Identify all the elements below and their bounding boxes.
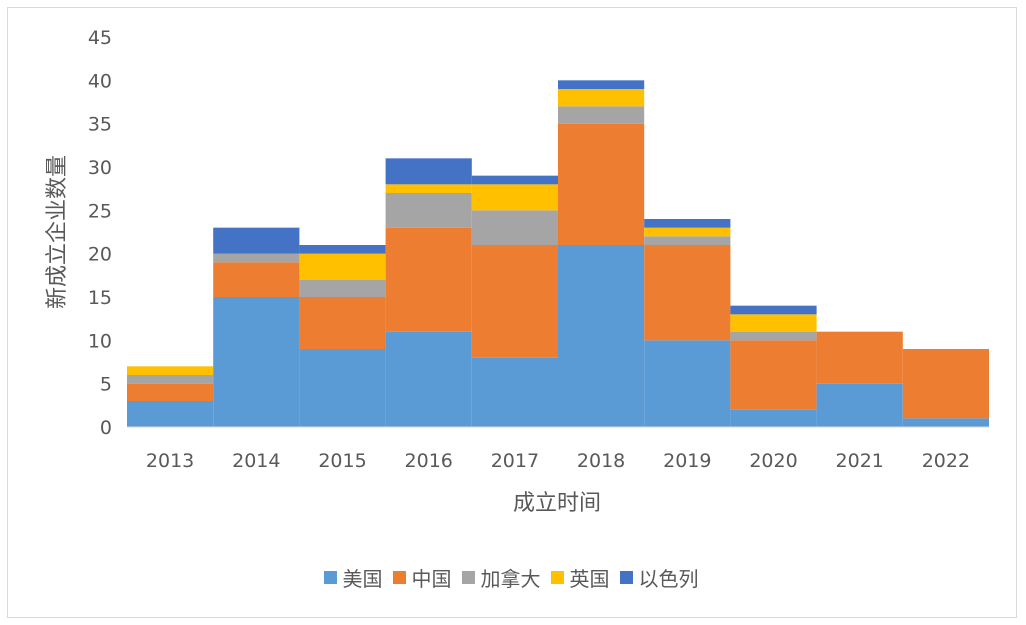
bar-segment-2018-3 xyxy=(558,89,645,107)
bar-segment-2018-2 xyxy=(558,106,645,124)
legend-label: 加拿大 xyxy=(480,567,541,591)
legend-item: 以色列 xyxy=(619,563,699,592)
bar-segment-2021-1 xyxy=(816,331,903,384)
bar-segment-2013-1 xyxy=(127,383,214,401)
y-tick-label: 35 xyxy=(88,114,112,136)
x-tick-label: 2019 xyxy=(663,450,711,472)
bar-segment-2016-3 xyxy=(385,184,472,193)
bar-segment-2017-1 xyxy=(471,245,558,358)
bars-layer xyxy=(127,80,989,427)
bar-segment-2014-4 xyxy=(213,227,300,254)
bar-segment-2016-4 xyxy=(385,158,472,185)
bar-segment-2015-0 xyxy=(299,349,386,427)
legend-swatch xyxy=(392,571,406,584)
bar-segment-2019-2 xyxy=(644,236,731,245)
legend-swatch xyxy=(461,571,475,584)
y-axis-title: 新成立企业数量 xyxy=(45,155,70,309)
bar-segment-2013-0 xyxy=(127,401,214,427)
x-tick-label: 2022 xyxy=(922,450,970,472)
bar-segment-2017-4 xyxy=(471,175,558,185)
bar-segment-2017-0 xyxy=(471,357,558,427)
legend-label: 英国 xyxy=(569,567,610,591)
bar-segment-2016-1 xyxy=(385,227,472,332)
bar-segment-2022-0 xyxy=(902,418,989,427)
legend: 美国 中国 加拿大 英国 以色列 xyxy=(0,563,1026,592)
legend-label: 以色列 xyxy=(638,567,699,591)
y-tick-label: 25 xyxy=(88,200,112,222)
bar-segment-2019-1 xyxy=(644,245,731,341)
x-tick-label: 2013 xyxy=(146,450,194,472)
x-axis-title: 成立时间 xyxy=(513,491,601,516)
y-tick-label: 45 xyxy=(88,27,112,49)
bar-segment-2015-4 xyxy=(299,245,386,254)
y-tick-label: 10 xyxy=(88,330,112,352)
legend-item: 英国 xyxy=(550,563,610,592)
bar-segment-2017-2 xyxy=(471,210,558,245)
x-tick-label: 2020 xyxy=(749,450,797,472)
x-tick-label: 2015 xyxy=(318,450,366,472)
bar-segment-2016-0 xyxy=(385,331,472,427)
x-tick-label: 2017 xyxy=(491,450,539,472)
legend-swatch xyxy=(323,571,337,584)
bar-segment-2019-4 xyxy=(644,219,731,228)
y-tick-label: 40 xyxy=(88,70,112,92)
y-tick-label: 30 xyxy=(88,157,112,179)
bar-segment-2020-2 xyxy=(730,331,817,341)
y-tick-label: 5 xyxy=(100,374,112,396)
bar-segment-2016-2 xyxy=(385,193,472,228)
bar-segment-2019-3 xyxy=(644,227,731,237)
bar-segment-2014-1 xyxy=(213,262,300,297)
x-tick-label: 2014 xyxy=(232,450,280,472)
bar-segment-2014-2 xyxy=(213,253,300,263)
bar-segment-2020-3 xyxy=(730,314,817,332)
y-tick-label: 0 xyxy=(100,417,112,439)
x-tick-label: 2021 xyxy=(836,450,884,472)
y-axis-ticks: 0 5 10 15 20 25 30 35 40 45 xyxy=(88,27,112,439)
bar-segment-2018-4 xyxy=(558,80,645,89)
x-tick-label: 2016 xyxy=(405,450,453,472)
bar-segment-2017-3 xyxy=(471,184,558,211)
bar-segment-2018-0 xyxy=(558,245,645,427)
bar-segment-2021-0 xyxy=(816,383,903,427)
bar-segment-2015-1 xyxy=(299,297,386,349)
legend-item: 美国 xyxy=(323,563,383,592)
bar-segment-2014-0 xyxy=(213,297,300,427)
x-axis-ticks: 2013 2014 2015 2016 2017 2018 2019 2020 2021 2022 xyxy=(146,450,970,472)
bar-segment-2020-4 xyxy=(730,305,817,315)
legend-item: 中国 xyxy=(392,563,452,592)
bar-segment-2020-1 xyxy=(730,340,817,410)
bar-segment-2013-3 xyxy=(127,366,214,375)
y-tick-label: 20 xyxy=(88,244,112,266)
legend-item: 加拿大 xyxy=(461,563,541,592)
bar-segment-2019-0 xyxy=(644,340,731,427)
bar-segment-2013-2 xyxy=(127,375,214,384)
bar-segment-2015-3 xyxy=(299,253,386,280)
y-tick-label: 15 xyxy=(88,287,112,309)
x-tick-label: 2018 xyxy=(577,450,625,472)
legend-swatch xyxy=(619,571,633,584)
legend-label: 中国 xyxy=(411,567,452,591)
legend-swatch xyxy=(550,571,564,584)
bar-segment-2020-0 xyxy=(730,409,817,427)
bar-segment-2022-1 xyxy=(902,349,989,419)
legend-label: 美国 xyxy=(342,567,383,591)
bar-segment-2018-1 xyxy=(558,123,645,245)
bar-segment-2015-2 xyxy=(299,279,386,297)
